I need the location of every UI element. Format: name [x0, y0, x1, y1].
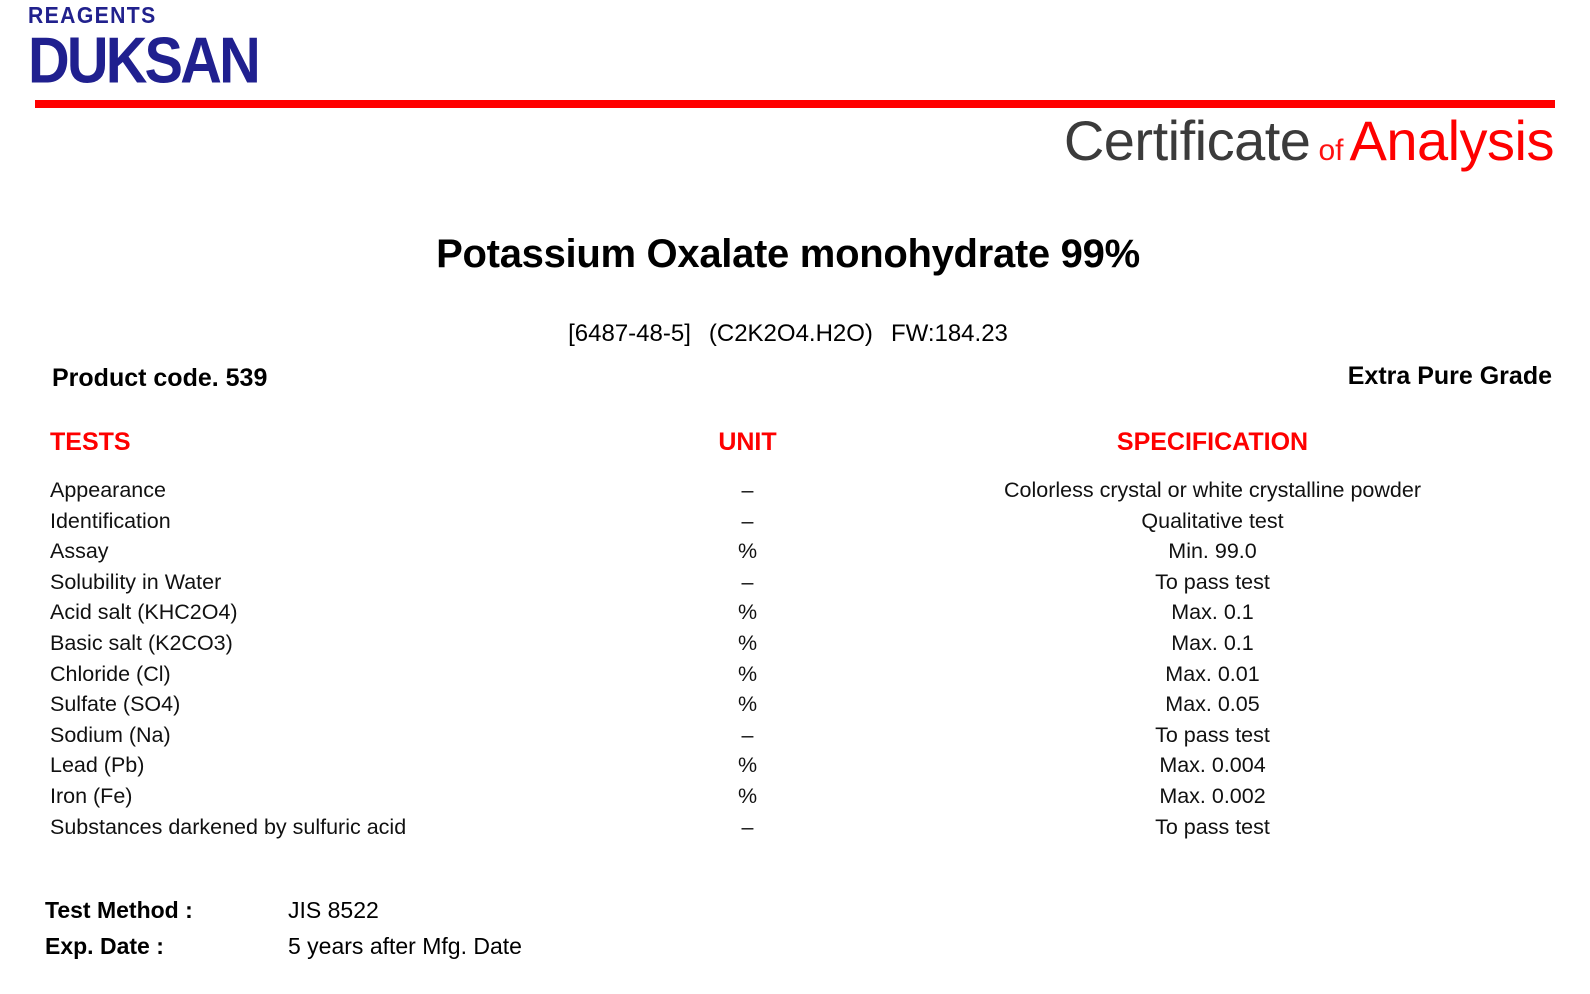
- cell-specification: Max. 0.1: [1171, 600, 1254, 625]
- table-row: Iron (Fe) % Max. 0.002: [0, 781, 1590, 812]
- cell-unit: %: [737, 661, 758, 686]
- cell-specification: To pass test: [1155, 569, 1270, 594]
- cell-unit: –: [741, 722, 754, 747]
- test-method-value: JIS 8522: [288, 897, 379, 923]
- cell-specification: Max. 0.002: [1159, 783, 1266, 808]
- cell-test-name: Chloride (Cl): [50, 661, 171, 686]
- test-method-label: Test Method :: [45, 897, 193, 923]
- cell-unit: %: [737, 692, 758, 717]
- cell-specification: Max. 0.01: [1165, 661, 1260, 686]
- logo-company-name: DUKSAN: [28, 24, 261, 98]
- cell-specification: To pass test: [1155, 814, 1270, 839]
- cell-unit: %: [737, 539, 758, 564]
- header-analysis-word: Analysis: [1349, 109, 1554, 172]
- cell-test-name: Substances darkened by sulfuric acid: [50, 814, 407, 839]
- cas-number: [6487-48-5]: [568, 320, 691, 347]
- product-grade: Extra Pure Grade: [1347, 362, 1552, 390]
- specification-table-container: TESTS UNIT SPECIFICATION Appearance – Co…: [0, 428, 1590, 842]
- company-logo: REAGENTS DUKSAN: [28, 2, 328, 94]
- column-header-unit: UNIT: [718, 428, 777, 456]
- cell-specification: Qualitative test: [1141, 508, 1284, 533]
- header-red-divider: [35, 100, 1555, 108]
- cell-test-name: Sulfate (SO4): [50, 692, 181, 717]
- cell-test-name: Assay: [50, 539, 109, 564]
- column-header-tests: TESTS: [50, 428, 131, 456]
- cell-test-name: Lead (Pb): [50, 753, 145, 778]
- cell-unit: %: [737, 753, 758, 778]
- cell-unit: %: [737, 783, 758, 808]
- cell-unit: –: [741, 814, 754, 839]
- certificate-of-analysis-header: Certificate of Analysis: [1064, 113, 1555, 169]
- cell-test-name: Sodium (Na): [50, 722, 171, 747]
- chemical-formula: (C2K2O4.H2O): [708, 320, 873, 347]
- page-title: Potassium Oxalate monohydrate 99%: [436, 232, 1140, 276]
- cell-specification: Max. 0.004: [1159, 753, 1266, 778]
- exp-date-label: Exp. Date :: [45, 933, 164, 959]
- specification-table: TESTS UNIT SPECIFICATION Appearance – Co…: [0, 428, 1590, 842]
- table-row: Basic salt (K2CO3) % Max. 0.1: [0, 628, 1590, 659]
- cell-unit: %: [737, 600, 758, 625]
- table-row: Sulfate (SO4) % Max. 0.05: [0, 689, 1590, 720]
- table-row: Identification – Qualitative test: [0, 506, 1590, 537]
- exp-date-value: 5 years after Mfg. Date: [288, 933, 522, 959]
- table-row: Sodium (Na) – To pass test: [0, 720, 1590, 751]
- column-header-specification: SPECIFICATION: [1116, 428, 1309, 456]
- table-row: Acid salt (KHC2O4) % Max. 0.1: [0, 597, 1590, 628]
- table-row: Solubility in Water – To pass test: [0, 567, 1590, 598]
- table-row: Assay % Min. 99.0: [0, 536, 1590, 567]
- cell-specification: Min. 99.0: [1168, 539, 1257, 564]
- product-identifiers: [6487-48-5] (C2K2O4.H2O) FW:184.23: [0, 320, 1576, 348]
- cell-unit: –: [741, 508, 754, 533]
- cell-specification: To pass test: [1155, 722, 1270, 747]
- table-row: Substances darkened by sulfuric acid – T…: [0, 812, 1590, 843]
- cell-test-name: Solubility in Water: [50, 569, 222, 594]
- header-certificate-word: Certificate: [1063, 109, 1311, 172]
- cell-test-name: Iron (Fe): [50, 783, 133, 808]
- header-of-word: of: [1318, 134, 1344, 167]
- footer-row-exp-date: Exp. Date : 5 years after Mfg. Date: [45, 933, 522, 969]
- formula-weight: FW:184.23: [890, 320, 1008, 347]
- cell-test-name: Appearance: [50, 478, 166, 502]
- product-code: Product code. 539: [52, 364, 268, 392]
- document-footer: Test Method : JIS 8522 Exp. Date : 5 years…: [45, 897, 522, 969]
- table-row: Appearance – Colorless crystal or white …: [0, 475, 1590, 506]
- cell-specification: Colorless crystal or white crystalline p…: [1003, 478, 1421, 502]
- table-row: Chloride (Cl) % Max. 0.01: [0, 659, 1590, 690]
- cell-unit: –: [741, 478, 754, 502]
- cell-test-name: Basic salt (K2CO3): [50, 630, 233, 655]
- cell-specification: Max. 0.05: [1165, 692, 1260, 717]
- cell-unit: –: [741, 569, 754, 594]
- specification-table-body: Appearance – Colorless crystal or white …: [0, 475, 1590, 842]
- table-row: Lead (Pb) % Max. 0.004: [0, 750, 1590, 781]
- cell-test-name: Acid salt (KHC2O4): [50, 600, 238, 625]
- logo-reagents-label: REAGENTS: [28, 2, 157, 28]
- footer-row-test-method: Test Method : JIS 8522: [45, 897, 522, 933]
- cell-unit: %: [737, 630, 758, 655]
- cell-specification: Max. 0.1: [1171, 630, 1254, 655]
- table-header-row: TESTS UNIT SPECIFICATION: [0, 428, 1590, 475]
- cell-test-name: Identification: [50, 508, 171, 533]
